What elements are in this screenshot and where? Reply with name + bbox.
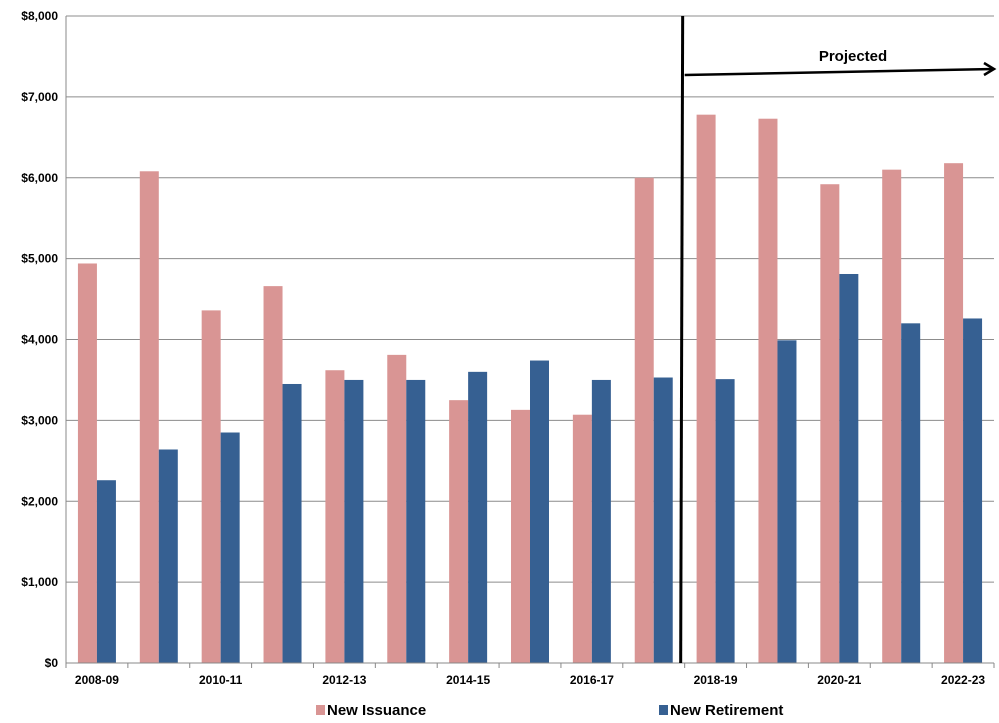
y-tick-label: $2,000 (21, 494, 58, 508)
retirement-bar-2009-10 (158, 449, 178, 663)
y-tick-label: $5,000 (21, 252, 58, 266)
retirement-bar-2010-11 (220, 432, 240, 663)
x-tick-label: 2010-11 (199, 673, 243, 687)
issuance-bar-2019-20 (758, 118, 778, 664)
retirement-bar-2011-12 (282, 383, 302, 663)
issuance-bar-2015-16 (511, 409, 530, 663)
retirement-bar-2014-15 (468, 371, 488, 663)
x-tick-labels: 2008-09 2010-11 2012-13 2014-15 2016-17 2018-… (75, 673, 985, 687)
legend-label-retirement: New Retirement (670, 702, 783, 719)
retirement-bar-2012-13 (344, 379, 364, 663)
retirement-bar-2019-20 (777, 340, 797, 663)
issuance-bar-2018-19 (696, 114, 716, 664)
retirement-bar-2008-09 (96, 480, 116, 663)
legend-swatch-retirement (659, 705, 668, 715)
y-tick-label: $6,000 (21, 171, 58, 185)
x-tick-label: 2014-15 (446, 673, 490, 687)
y-tick-label: $1,000 (21, 575, 58, 589)
retirement-bar-2015-16 (530, 360, 549, 663)
retirement-bar-2018-19 (715, 379, 735, 663)
projection-annotation: Projected (679, 15, 997, 664)
projection-arrow (684, 67, 995, 77)
issuance-bar-2020-21 (820, 184, 840, 663)
issuance-bar-2022-23 (944, 163, 964, 663)
legend-swatch-issuance (316, 705, 325, 715)
y-tick-label: $8,000 (21, 9, 58, 23)
axes (65, 16, 995, 668)
y-tick-labels: $0 $1,000 $2,000 $3,000 $4,000 $5,000 $6,000 $7… (21, 9, 58, 670)
projected-label: Projected (819, 48, 887, 65)
projection-arrowhead-icon (983, 61, 997, 77)
retirement-bar-2021-22 (901, 323, 921, 663)
retirement-bar-2020-21 (839, 273, 859, 663)
issuance-bar-2017-18 (634, 177, 654, 663)
x-tick-label: 2008-09 (75, 673, 119, 687)
x-tick-label: 2022-23 (941, 673, 985, 687)
projection-divider-line (679, 15, 685, 664)
y-tick-label: $3,000 (21, 413, 58, 427)
bars (77, 114, 983, 664)
legend: New Issuance New Retirement (316, 702, 783, 719)
issuance-bar-2010-11 (201, 310, 221, 663)
x-tick-label: 2016-17 (570, 673, 614, 687)
y-tick-label: $0 (45, 656, 59, 670)
issuance-bar-2021-22 (882, 169, 902, 663)
x-tick-label: 2020-21 (817, 673, 861, 687)
retirement-bar-2022-23 (963, 318, 983, 663)
x-tick-label: 2018-19 (694, 673, 738, 687)
issuance-bar-2008-09 (77, 263, 97, 663)
y-tick-label: $7,000 (21, 90, 58, 104)
issuance-bar-2009-10 (139, 171, 159, 663)
x-tick-label: 2012-13 (322, 673, 366, 687)
legend-label-issuance: New Issuance (327, 702, 426, 719)
issuance-bar-2012-13 (325, 370, 345, 663)
retirement-bar-2016-17 (591, 379, 611, 663)
y-tick-label: $4,000 (21, 333, 58, 347)
retirement-bar-2013-14 (406, 379, 426, 663)
issuance-bar-2011-12 (263, 286, 283, 663)
issuance-bar-2014-15 (449, 400, 469, 663)
retirement-bar-2017-18 (653, 377, 673, 663)
issuance-bar-2016-17 (572, 414, 592, 663)
issuance-bar-2013-14 (387, 354, 407, 663)
